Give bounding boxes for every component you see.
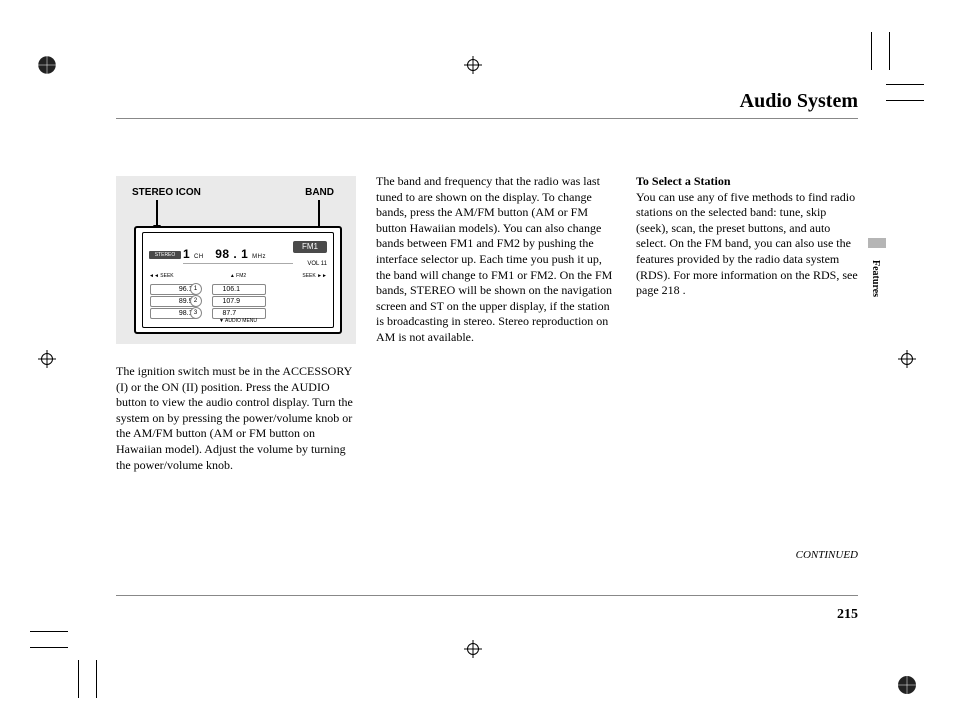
stereo-badge: STEREO: [149, 251, 181, 259]
radio-inner: FM1 STEREO 1 CH 98 . 1 MHz VOL 11 ◄◄ SEE…: [142, 232, 334, 328]
radio-figure: STEREO ICON BAND FM1 STEREO 1 CH 98 . 1 …: [116, 176, 356, 344]
preset-4: 106.1: [212, 284, 266, 295]
frequency-display: 1 CH 98 . 1 MHz: [183, 247, 266, 263]
crop-tr-h2: [886, 100, 924, 101]
crop-tr-v1: [871, 32, 872, 70]
audio-menu-label: ▼ AUDIO MENU: [219, 318, 257, 325]
preset-1: 96.11: [150, 284, 197, 295]
col3-para: To Select a Station You can use any of fi…: [636, 174, 858, 299]
page-title: Audio System: [740, 88, 858, 114]
crosshair-mid-left: [38, 350, 56, 368]
crosshair-top-center: [464, 56, 482, 74]
crop-bl-h2: [30, 631, 68, 632]
col2-para: The band and frequency that the radio wa…: [376, 174, 616, 346]
freq-main: 98: [215, 247, 229, 261]
section-tab-label: Features: [869, 260, 882, 297]
seek-left: ◄◄ SEEK: [149, 273, 174, 280]
page-number: 215: [837, 606, 858, 624]
section-tab-box: [868, 238, 886, 248]
volume-label: VOL 11: [307, 261, 327, 269]
preset-3: 98.13: [150, 308, 197, 319]
figure-label-stereo: STEREO ICON: [132, 186, 201, 199]
crosshair-bot-center: [464, 640, 482, 658]
preset-grid: 96.11 106.1 89.92 107.9 98.13 87.7: [149, 283, 327, 319]
preset-5: 107.9: [212, 296, 266, 307]
rule-bottom: [116, 595, 858, 596]
col3-heading: To Select a Station: [636, 174, 731, 188]
freq-ticks: [183, 263, 293, 270]
crop-bl-v1: [78, 660, 79, 698]
band-button: FM1: [293, 241, 327, 253]
col3-body: You can use any of five methods to find …: [636, 190, 858, 298]
radio-panel: FM1 STEREO 1 CH 98 . 1 MHz VOL 11 ◄◄ SEE…: [134, 226, 342, 334]
seek-fm2-line: ◄◄ SEEK ▲ FM2 SEEK ►►: [149, 273, 327, 281]
col1-para: The ignition switch must be in the ACCES…: [116, 364, 356, 473]
freq-dot: .: [233, 247, 237, 261]
crosshair-mid-right: [898, 350, 916, 368]
freq-unit: MHz: [252, 254, 266, 260]
seek-right: SEEK ►►: [302, 273, 327, 280]
crop-bl-v2: [96, 660, 97, 698]
continued-label: CONTINUED: [796, 548, 858, 562]
freq-dec: 1: [241, 247, 248, 261]
reg-mark-br: [896, 674, 918, 696]
freq-ch-label: CH: [194, 254, 204, 260]
figure-label-band: BAND: [305, 186, 334, 199]
crop-tr-v2: [889, 32, 890, 70]
crop-tr-h1: [886, 84, 924, 85]
crop-bl-h1: [30, 647, 68, 648]
preset-row: 96.11 106.1: [149, 283, 327, 295]
preset-2: 89.92: [150, 296, 197, 307]
preset-row: 89.92 107.9: [149, 295, 327, 307]
reg-mark-tl: [36, 54, 58, 76]
freq-ch-num: 1: [183, 247, 190, 261]
fm2-up: ▲ FM2: [230, 273, 246, 280]
rule-top: [116, 118, 858, 119]
